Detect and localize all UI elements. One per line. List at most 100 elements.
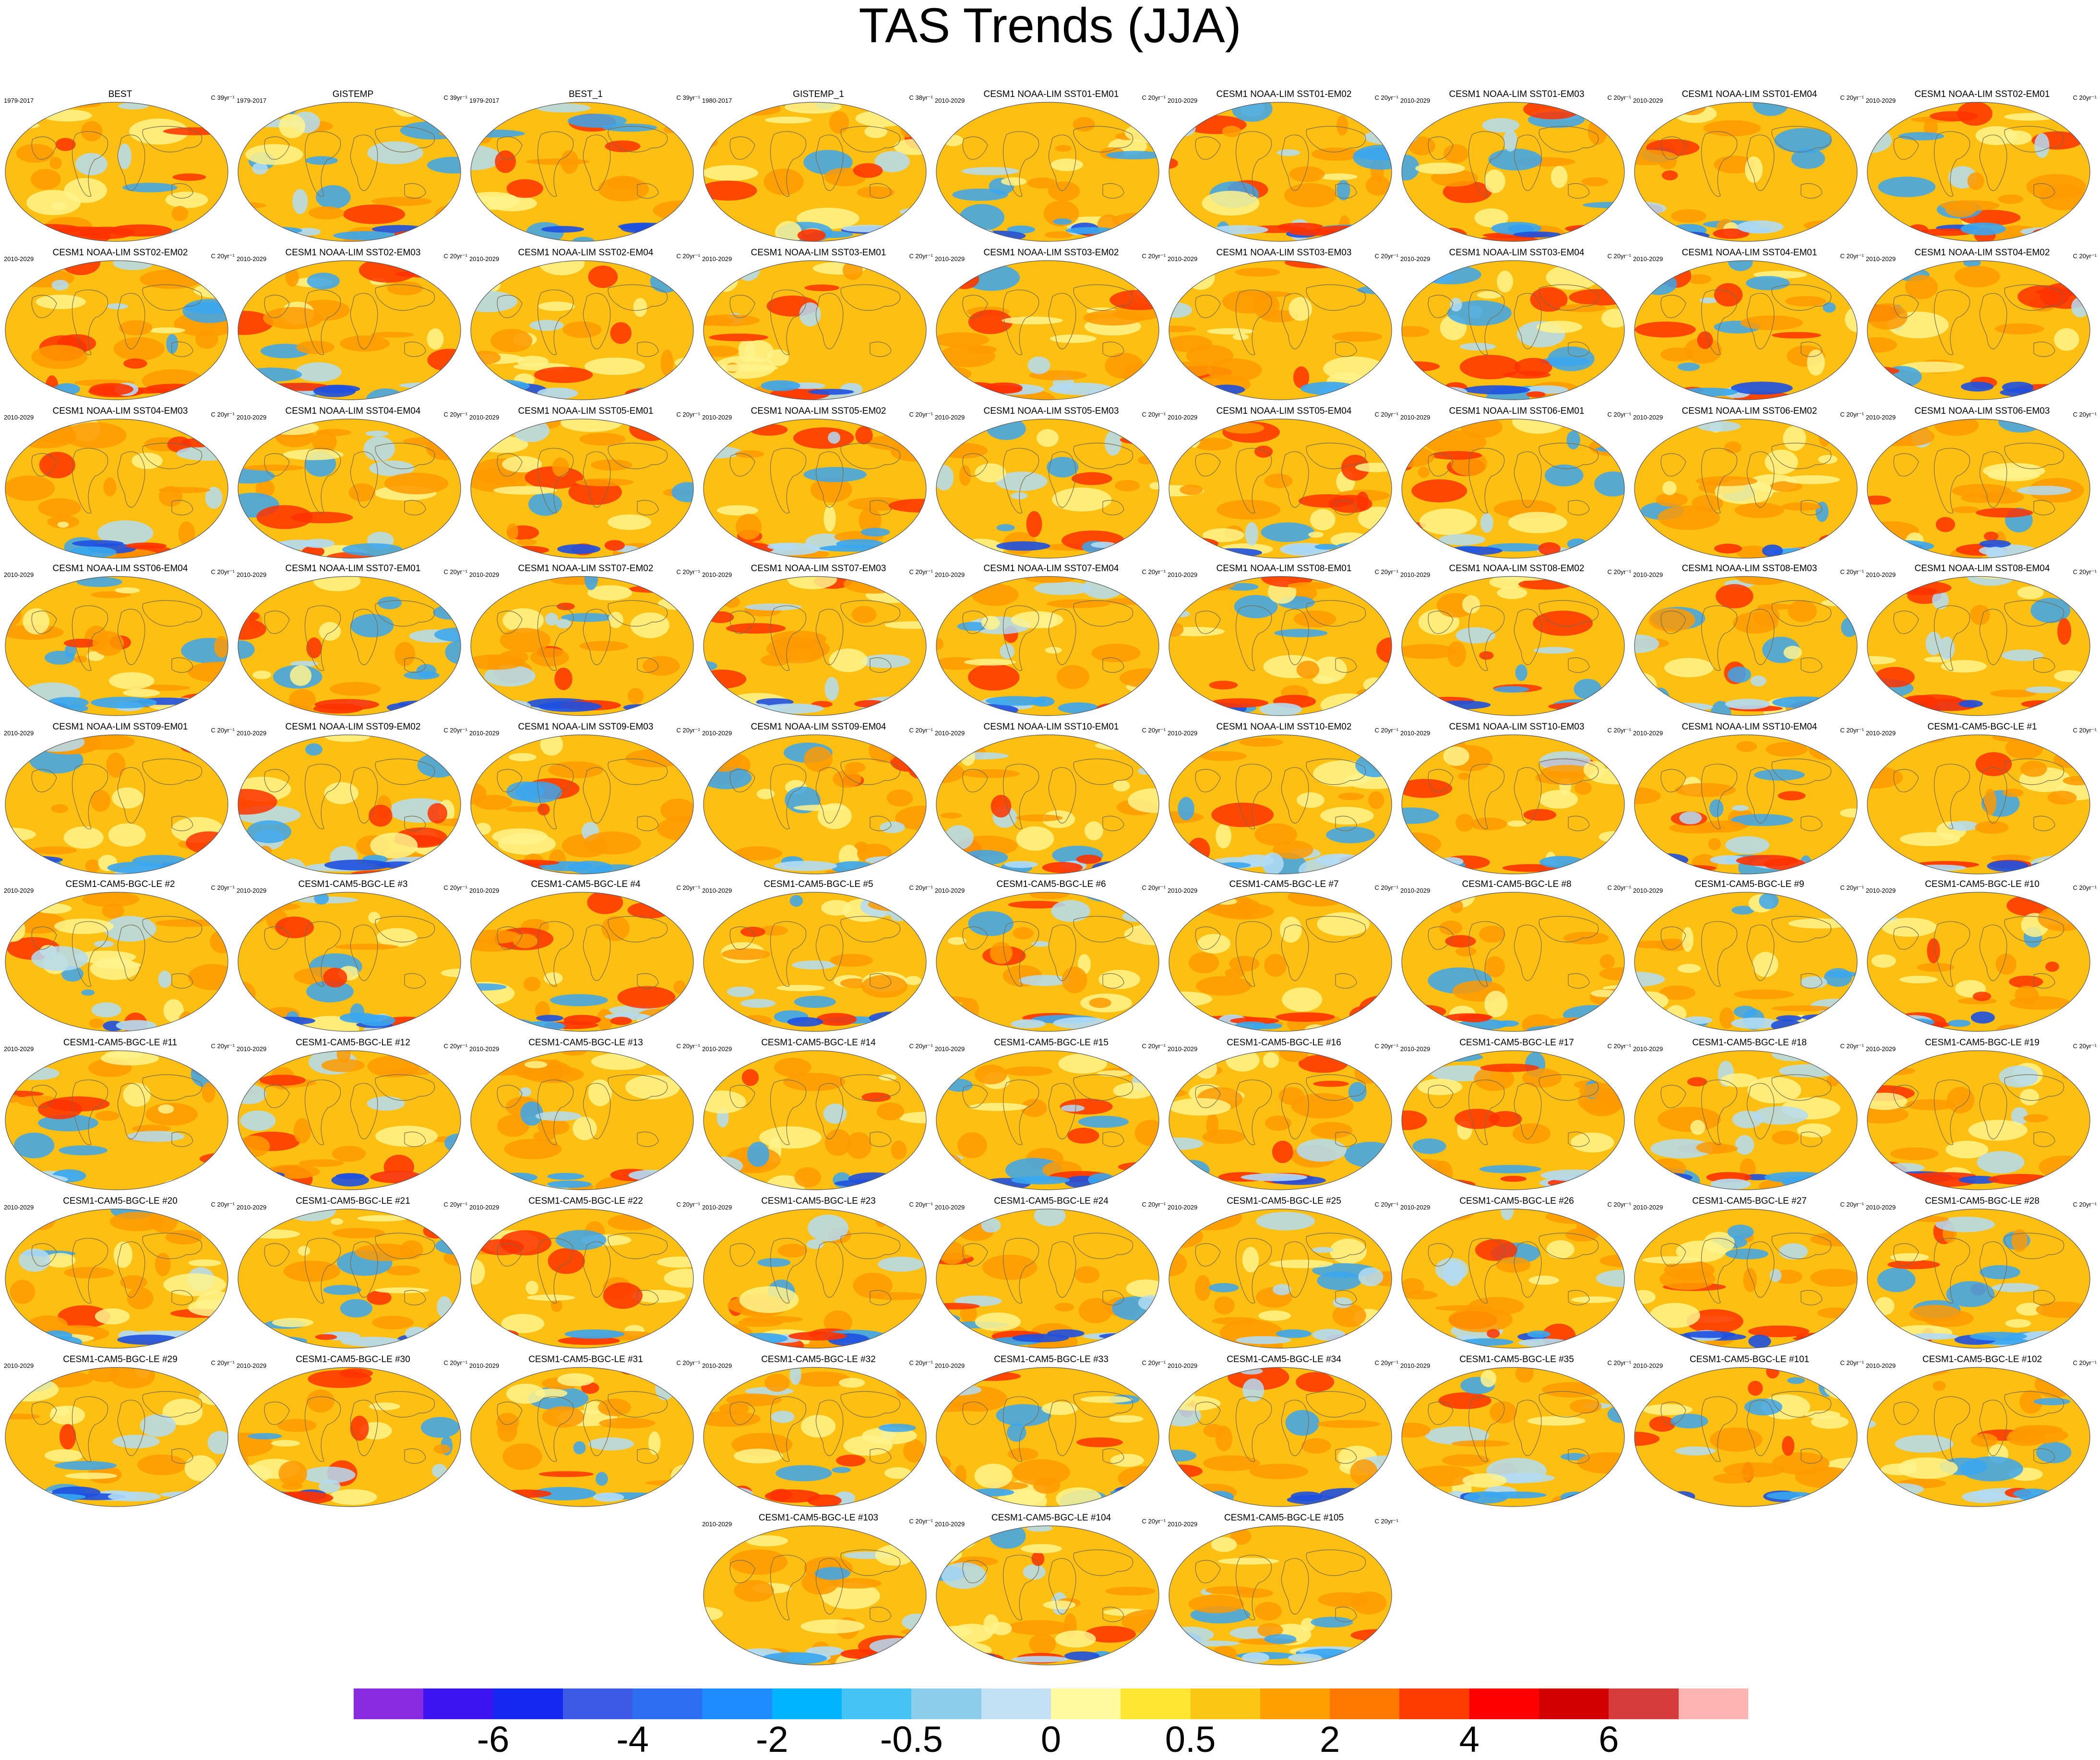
trend-blob	[939, 1241, 966, 1265]
trend-blob	[1064, 1651, 1100, 1661]
trend-blob	[848, 1172, 897, 1185]
trend-blob	[1515, 1367, 1534, 1383]
panel-title: CESM1-CAM5-BGC-LE #34	[1227, 1354, 1341, 1365]
trend-blob	[968, 1102, 1028, 1111]
trend-blob	[955, 1465, 966, 1486]
trend-blob	[940, 344, 995, 368]
trend-blob	[644, 1018, 669, 1031]
trend-blob	[312, 431, 337, 453]
trend-blob	[59, 1424, 76, 1450]
trend-blob	[936, 1374, 968, 1387]
trend-blob	[2042, 1495, 2083, 1507]
trend-blob	[1805, 1410, 1841, 1419]
trend-blob	[649, 578, 664, 590]
trend-blob	[1115, 479, 1140, 491]
panel-title: CESM1 NOAA-LIM SST08-EM02	[1449, 563, 1585, 574]
trend-blob	[1418, 467, 1430, 478]
trend-blob	[704, 701, 754, 715]
trend-blob	[1754, 769, 1805, 781]
map-panel: CESM1 NOAA-LIM SST01-EM03 2010-2029 C 20yr…	[1400, 89, 1633, 243]
coastline	[1539, 916, 1599, 943]
panel-units: C 20yr⁻¹	[676, 252, 700, 260]
trend-blob	[103, 477, 117, 497]
trend-blob	[1646, 853, 1689, 867]
map-background	[1402, 1209, 1624, 1348]
trend-blob	[140, 269, 203, 289]
trend-blob	[653, 105, 693, 121]
panel-period: 2010-2029	[1168, 1045, 1198, 1053]
trend-blob	[1456, 627, 1496, 644]
trend-blob	[1724, 441, 1742, 454]
coastline	[1048, 924, 1076, 981]
trend-blob	[1731, 814, 1793, 826]
coastline	[1933, 1079, 1970, 1145]
map-panel: CESM1 NOAA-LIM SST01-EM01 2010-2029 C 20yr…	[935, 89, 1168, 243]
trend-blob	[1935, 517, 1956, 532]
trend-blob	[172, 173, 206, 181]
trend-blob	[194, 1174, 225, 1190]
trend-blob	[855, 110, 910, 127]
trend-blob	[334, 944, 399, 950]
coastline	[2004, 916, 2064, 943]
panel-units: C 20yr⁻¹	[1607, 568, 1631, 575]
trend-map	[703, 734, 927, 874]
trend-blob	[330, 1218, 344, 1225]
trend-blob	[1536, 321, 1583, 334]
map-background	[238, 102, 461, 241]
trend-blob	[434, 627, 461, 642]
trend-blob	[604, 540, 625, 551]
trend-blob	[238, 311, 274, 335]
trend-blob	[1034, 1209, 1066, 1226]
trend-blob	[960, 748, 975, 766]
trend-blob	[983, 1614, 999, 1635]
trend-blob	[836, 1454, 866, 1467]
trend-blob	[1836, 1011, 1857, 1025]
trend-blob	[252, 392, 275, 400]
panel-units: C 20yr⁻¹	[1142, 1201, 1166, 1208]
coastline	[770, 605, 807, 671]
trend-blob	[1932, 591, 1949, 610]
trend-blob	[1716, 584, 1754, 609]
map-panel: CESM1-CAM5-BGC-LE #29 2010-2029 C 20yr⁻¹	[4, 1354, 237, 1508]
coastline	[1073, 1391, 1134, 1418]
trend-blob	[873, 576, 915, 586]
trend-blob	[1565, 1228, 1599, 1242]
panel-title: CESM1-CAM5-BGC-LE #14	[761, 1038, 876, 1048]
coastline	[72, 448, 108, 514]
trend-blob	[1642, 1256, 1702, 1264]
coastline	[1281, 1083, 1309, 1139]
trend-blob	[1960, 1456, 2023, 1482]
trend-blob	[2034, 1371, 2075, 1398]
trend-blob	[1491, 222, 1541, 235]
trend-blob	[1043, 1600, 1076, 1609]
trend-blob	[1310, 509, 1336, 531]
trend-blob	[2045, 961, 2059, 972]
coastline	[497, 926, 523, 950]
trend-blob	[1533, 611, 1593, 636]
coastline	[815, 1558, 844, 1615]
trend-map	[1634, 1367, 1858, 1507]
trend-blob	[1443, 144, 1468, 163]
trend-blob	[1871, 954, 1896, 968]
trend-blob	[968, 310, 1013, 335]
map-outline	[238, 734, 461, 874]
coastline	[1306, 1074, 1366, 1101]
trend-blob	[528, 492, 562, 516]
trend-blob	[562, 321, 602, 338]
coastline	[2033, 657, 2055, 673]
trend-blob	[90, 790, 111, 812]
map-outline	[936, 892, 1159, 1032]
map-outline	[470, 1050, 694, 1190]
trend-blob	[73, 950, 136, 964]
panel-units: C 20yr⁻¹	[1607, 727, 1631, 734]
trend-blob	[947, 937, 966, 945]
trend-blob	[823, 505, 836, 532]
coastline	[1002, 448, 1039, 514]
trend-blob	[107, 1491, 161, 1502]
map-outline	[936, 1525, 1159, 1665]
coastline	[117, 451, 145, 508]
coastline	[1235, 448, 1272, 514]
panel-period: 2010-2029	[237, 887, 267, 894]
coastline	[815, 451, 844, 508]
trend-blob	[1433, 1161, 1453, 1185]
